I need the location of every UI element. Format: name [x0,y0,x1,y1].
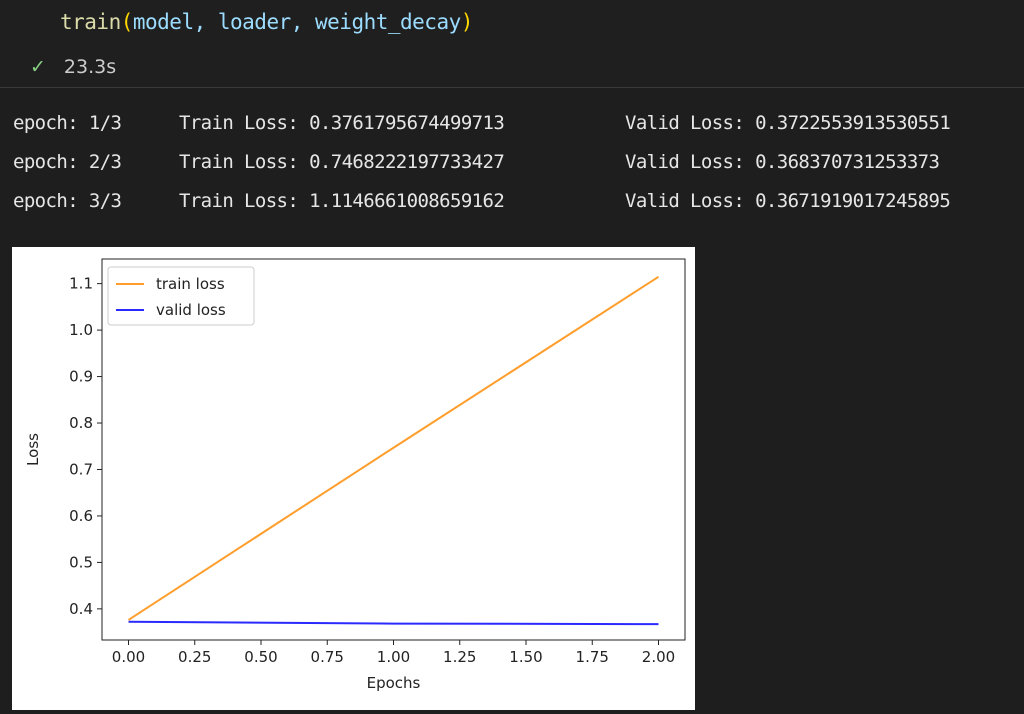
valid-loss-text: Valid Loss: 0.3671919017245895 [625,190,951,212]
x-tick-label: 1.00 [377,648,410,666]
train-loss-text: Train Loss: 0.3761795674499713 [179,112,505,134]
x-tick-label: 0.00 [112,648,145,666]
valid-loss-text: Valid Loss: 0.368370731253373 [625,151,940,173]
cell-output: epoch: 1/3 Train Loss: 0.3761795674499713… [13,104,1023,221]
code-cell[interactable]: train(model, loader, weight_decay) ✓ 23.3… [0,0,1024,88]
train-loss-text: Train Loss: 1.1146661008659162 [179,190,505,212]
output-line: epoch: 2/3 Train Loss: 0.7468222197733427… [13,143,1023,182]
output-line: epoch: 3/3 Train Loss: 1.1146661008659162… [13,182,1023,221]
train-loss-text: Train Loss: 0.7468222197733427 [179,151,505,173]
execution-duration: 23.3s [63,56,117,78]
x-tick-label: 1.50 [509,648,542,666]
x-tick-label: 1.25 [443,648,476,666]
loss-chart: 0.00 0.25 0.50 0.75 1.00 1.25 1.50 1.75 2.00 0.4 0… [12,247,695,710]
x-axis-label: Epochs [367,674,421,692]
y-tick-label: 0.4 [69,600,93,618]
y-tick-label: 0.6 [69,507,93,525]
check-icon: ✓ [30,56,46,78]
loss-chart-svg: 0.00 0.25 0.50 0.75 1.00 1.25 1.50 1.75 2.00 0.4 0… [24,258,686,692]
legend-label: valid loss [156,301,226,319]
y-tick-label: 0.8 [69,414,93,432]
epoch-text: epoch: 3/3 [13,190,122,212]
epoch-text: epoch: 1/3 [13,112,122,134]
code-line[interactable]: train(model, loader, weight_decay) [60,10,473,34]
series-line-train-loss [127,275,660,621]
valid-loss-text: Valid Loss: 0.3722553913530551 [625,112,951,134]
y-tick-label: 0.9 [69,368,93,386]
x-tick-label: 2.00 [642,648,675,666]
y-tick-label: 1.1 [69,275,93,293]
function-args: model, loader, weight_decay [132,10,461,34]
output-line: epoch: 1/3 Train Loss: 0.3761795674499713… [13,104,1023,143]
epoch-text: epoch: 2/3 [13,151,122,173]
y-axis-label: Loss [24,433,42,466]
y-tick-label: 1.0 [69,321,93,339]
x-tick-label: 0.75 [311,648,344,666]
y-tick-label: 0.5 [69,553,93,571]
x-tick-label: 0.25 [178,648,211,666]
series-line-valid-loss [128,620,659,626]
function-name: train [60,10,121,34]
x-tick-label: 1.75 [576,648,609,666]
y-tick-label: 0.7 [69,460,93,478]
legend-label: train loss [156,275,225,293]
legend [107,266,255,326]
execution-status: ✓ 23.3s [30,56,116,78]
x-tick-label: 0.50 [244,648,277,666]
